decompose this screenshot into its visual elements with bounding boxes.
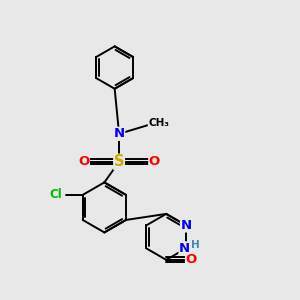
Text: Cl: Cl — [49, 188, 62, 201]
Text: S: S — [114, 154, 124, 169]
Text: CH₃: CH₃ — [148, 118, 169, 128]
Text: N: N — [179, 242, 190, 255]
Text: O: O — [186, 253, 197, 266]
Text: H: H — [191, 240, 200, 250]
Text: O: O — [149, 155, 160, 168]
Text: O: O — [78, 155, 89, 168]
Text: N: N — [113, 127, 124, 140]
Text: N: N — [181, 219, 192, 232]
